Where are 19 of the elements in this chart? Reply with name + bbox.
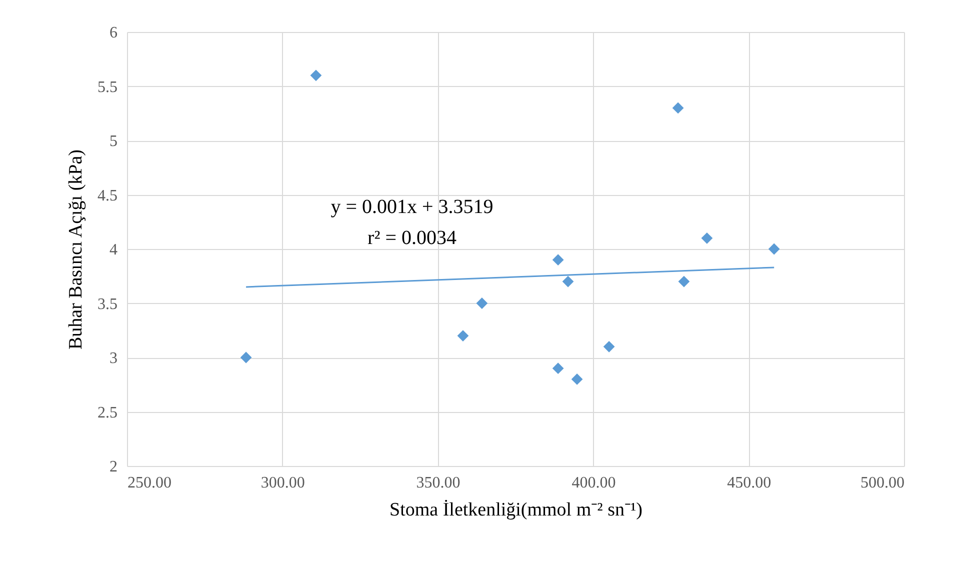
x-tick-label: 250.00 xyxy=(128,474,172,492)
y-tick-label: 5 xyxy=(110,133,118,150)
y-tick-label: 4 xyxy=(110,242,118,258)
x-tick-label: 400.00 xyxy=(572,474,616,492)
x-tick-label: 350.00 xyxy=(416,474,460,492)
x-axis-title: Stoma İletkenliği(mmol m⁻² sn⁻¹) xyxy=(390,500,642,520)
x-tick-label: 500.00 xyxy=(860,474,904,492)
x-tick-label: 450.00 xyxy=(727,474,772,492)
y-tick-label: 3 xyxy=(110,350,118,367)
y-tick-label: 6 xyxy=(110,24,118,42)
y-tick-label: 5.5 xyxy=(98,78,118,96)
annotation: r² = 0.0034 xyxy=(368,227,456,249)
y-tick-label: 2.5 xyxy=(98,404,118,422)
annotation: y = 0.001x + 3.3519 xyxy=(330,196,494,218)
y-tick-label: 2 xyxy=(110,458,118,476)
y-axis-title: Buhar Basıncı Açığı (kPa) xyxy=(66,150,86,350)
y-tick-label: 4.5 xyxy=(98,187,118,204)
y-tick-label: 3.5 xyxy=(98,296,118,313)
x-tick-label: 300.00 xyxy=(260,474,305,492)
